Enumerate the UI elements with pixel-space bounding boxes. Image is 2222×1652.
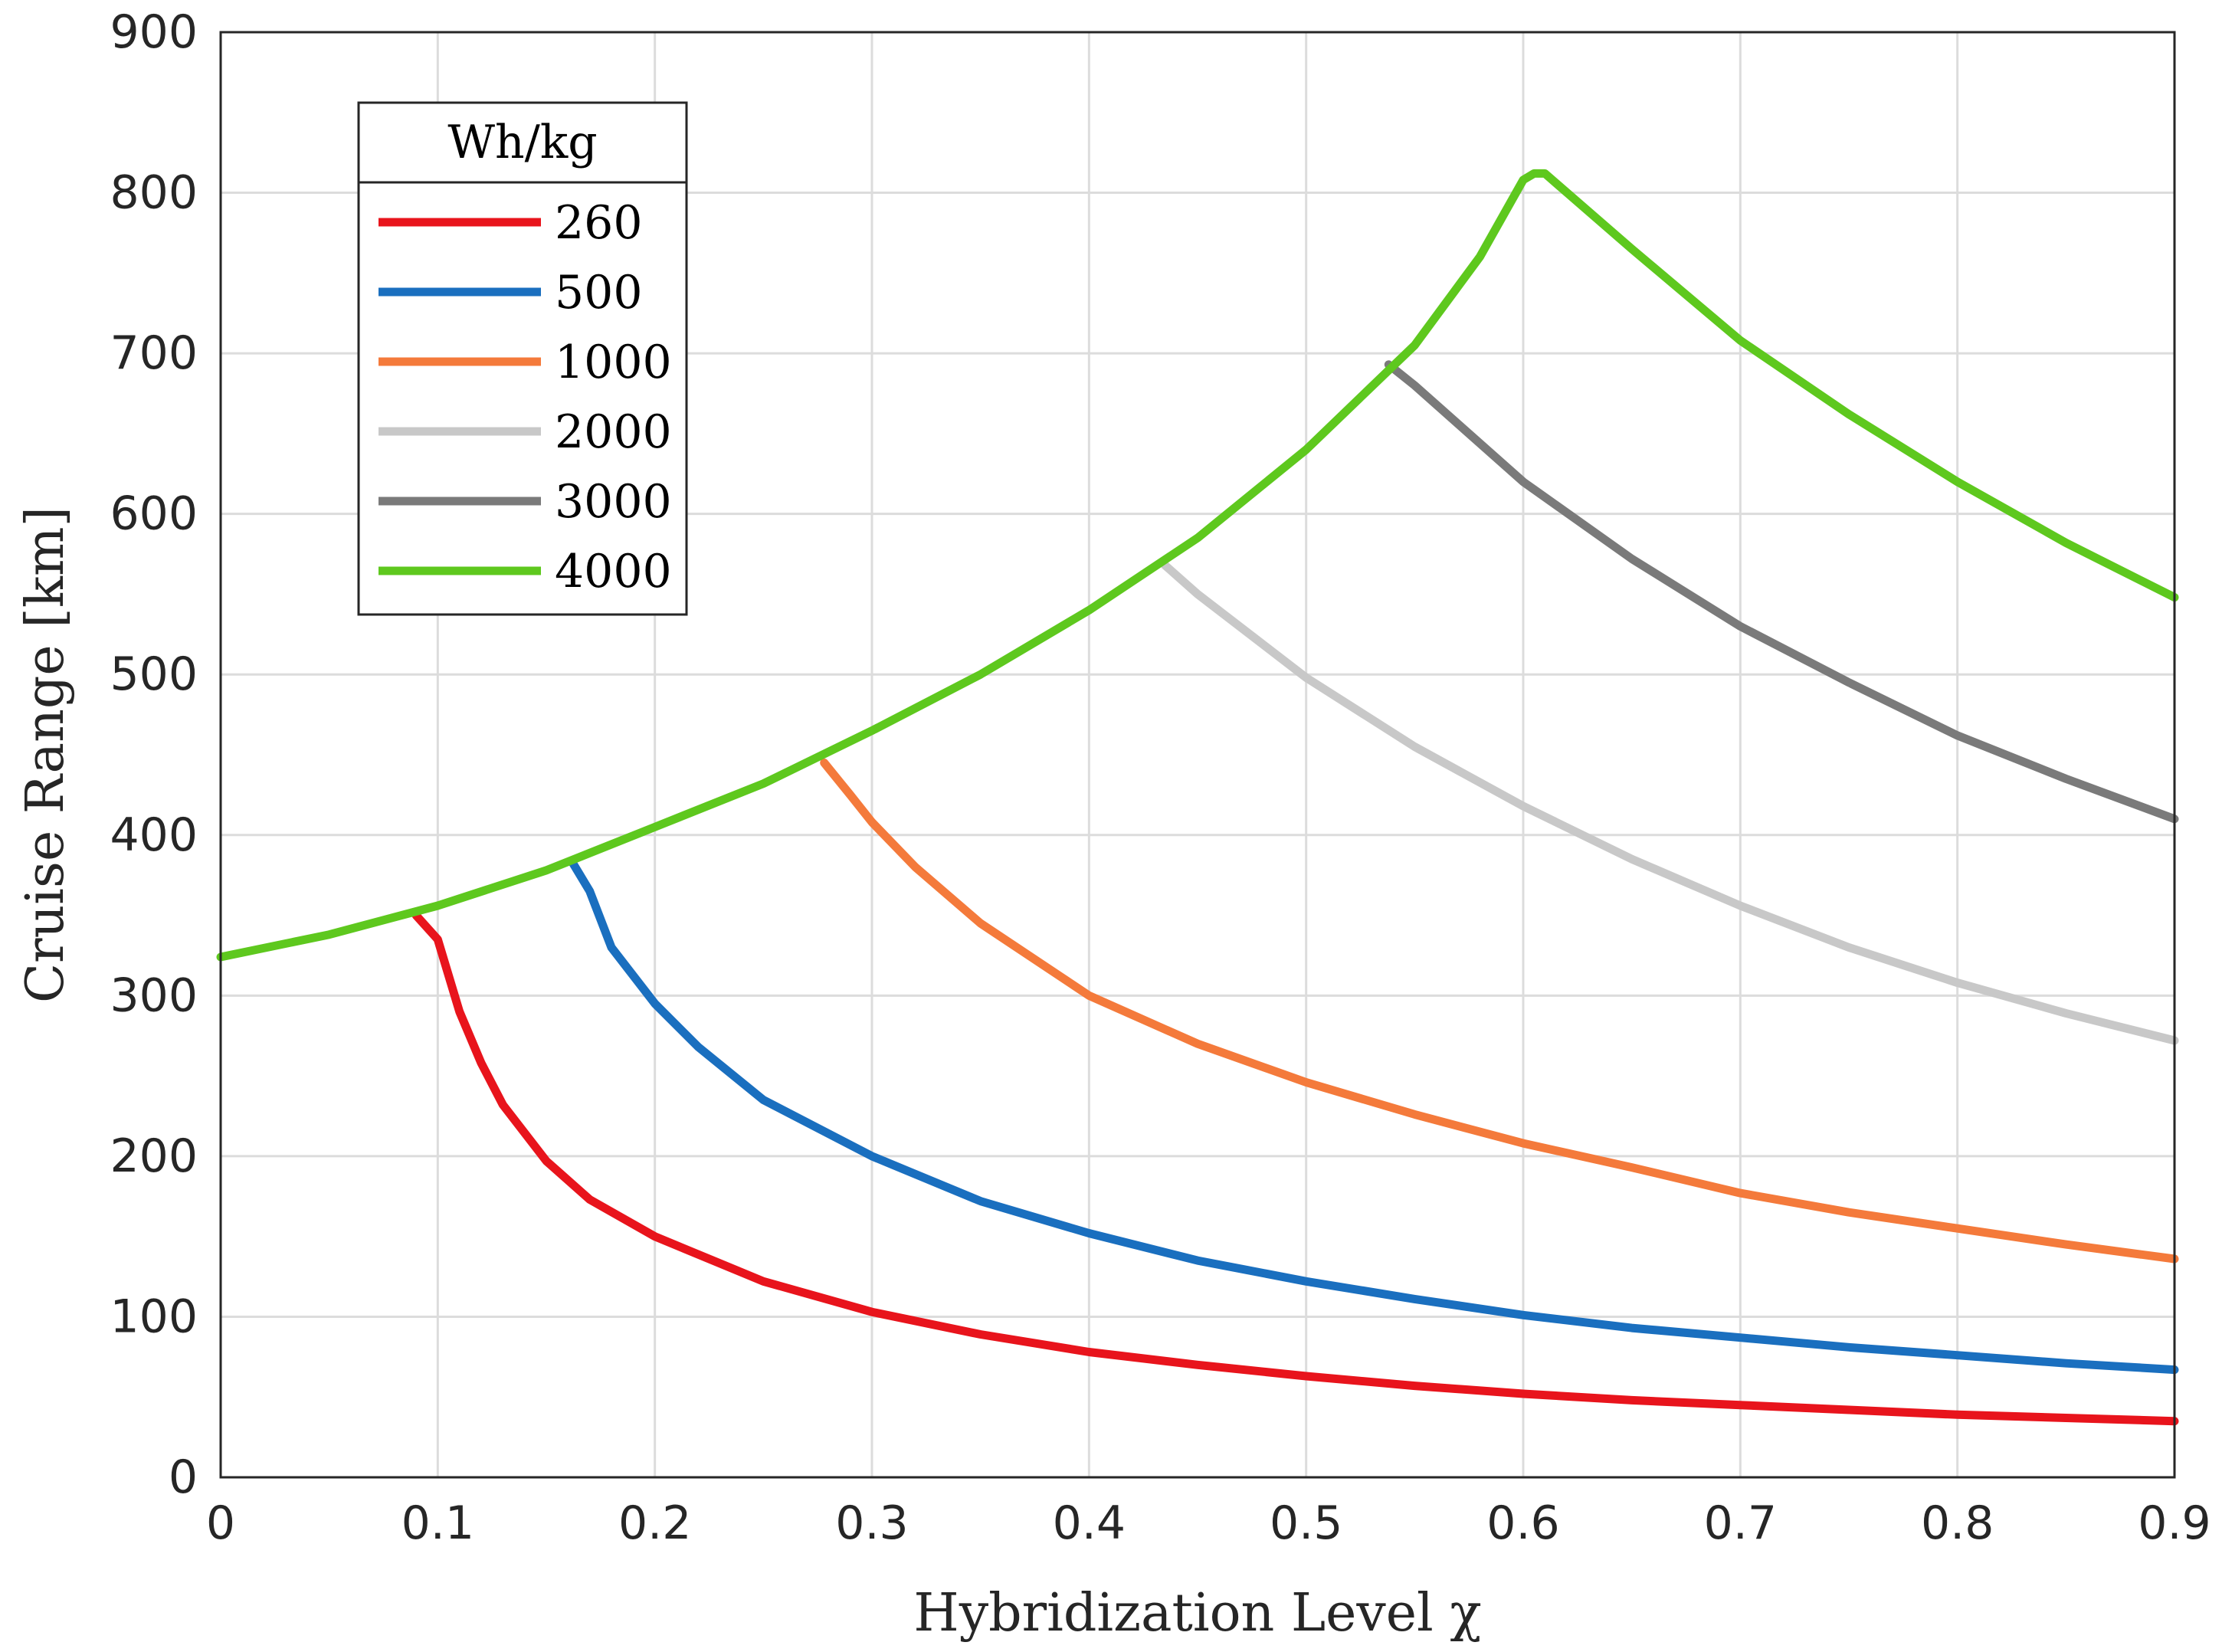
x-tick-label: 0.9	[2138, 1496, 2211, 1550]
y-tick-label: 800	[110, 166, 198, 220]
series-line-1000	[820, 759, 2179, 1264]
x-tick-label: 0.5	[1270, 1496, 1342, 1550]
legend-label-4000: 4000	[555, 545, 672, 598]
legend-label-500: 500	[555, 266, 643, 320]
y-tick-label: 400	[110, 808, 198, 862]
grid	[221, 32, 2174, 1477]
legend-label-260: 260	[555, 196, 643, 250]
y-tick-label: 100	[110, 1290, 198, 1343]
legend: Wh/kg 260 500 1000 2000 3000 4000	[357, 101, 688, 616]
y-tick-label: 200	[110, 1129, 198, 1183]
x-tick-label: 0.8	[1921, 1496, 1994, 1550]
y-tick-label: 500	[110, 647, 198, 701]
y-tick-label: 700	[110, 326, 198, 380]
series-line-500	[568, 857, 2179, 1375]
x-axis-label: Hybridization Level χ	[913, 1583, 1481, 1644]
x-tick-labels: 0 0.1 0.2 0.3 0.4 0.5 0.6 0.7 0.8 0.9	[206, 1496, 2211, 1550]
y-tick-label: 300	[110, 969, 198, 1022]
legend-items: 260 500 1000 2000 3000 4000	[379, 196, 672, 598]
x-tick-label: 0.4	[1053, 1496, 1126, 1550]
legend-title: Wh/kg	[447, 116, 597, 169]
legend-label-3000: 3000	[555, 475, 672, 529]
y-tick-label: 0	[169, 1450, 198, 1504]
x-tick-label: 0.1	[401, 1496, 474, 1550]
series-line-260	[411, 911, 2179, 1426]
x-tick-label: 0.2	[618, 1496, 691, 1550]
x-tick-label: 0.7	[1704, 1496, 1777, 1550]
y-tick-label: 600	[110, 487, 198, 541]
x-tick-label: 0.3	[835, 1496, 908, 1550]
legend-label-2000: 2000	[555, 405, 672, 459]
series-line-2000	[1161, 561, 2179, 1045]
series-line-3000	[1384, 360, 2179, 824]
y-tick-labels: 0 100 200 300 400 500 600 700 800 900	[110, 5, 198, 1504]
legend-label-1000: 1000	[555, 336, 672, 389]
x-tick-label: 0.6	[1486, 1496, 1559, 1550]
y-axis-label: Cruise Range [km]	[15, 506, 76, 1003]
y-tick-label: 900	[110, 5, 198, 59]
series-line-4000	[216, 169, 2179, 962]
plot-frame	[219, 31, 2176, 1479]
x-tick-label: 0	[206, 1496, 235, 1550]
series-lines	[216, 169, 2179, 1426]
